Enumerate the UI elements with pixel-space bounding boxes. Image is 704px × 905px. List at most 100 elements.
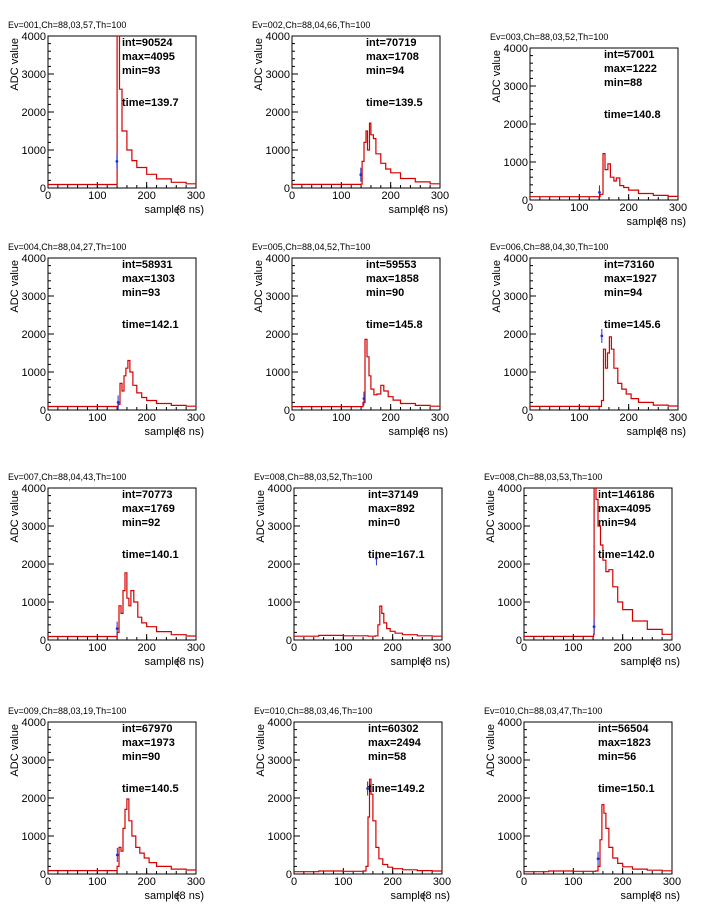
y-tick-label: 2000 — [22, 559, 46, 571]
y-axis-label: ADC value — [9, 724, 21, 777]
y-tick-label: 2000 — [22, 793, 46, 805]
time-marker-point — [600, 334, 604, 338]
x-axis-unit: (8 ns) — [422, 656, 450, 668]
waveform-plot: Ev=010,Ch=88,03,47,Th=1000 100 200 30001000… — [484, 706, 681, 902]
x-tick-label: 100 — [332, 412, 350, 424]
waveform-plot: Ev=003,Ch=88,03,52,Th=1000 100 200 30001000… — [490, 32, 687, 228]
stat-time: time=139.5 — [366, 97, 423, 109]
panel-title: Ev=008,Ch=88,03,52,Th=100 — [254, 472, 372, 482]
waveform-plot: Ev=005,Ch=88,04,52,Th=1000 100 200 30001000… — [252, 242, 449, 438]
waveform-line — [48, 572, 197, 638]
y-tick-label: 4000 — [268, 717, 292, 729]
x-tick-label: 0 — [291, 876, 297, 888]
y-tick-label: 0 — [286, 869, 292, 881]
stat-integral: int=67970 — [122, 723, 172, 735]
stat-max: max=1973 — [122, 737, 175, 749]
x-tick-label: 100 — [570, 202, 588, 214]
y-tick-label: 2000 — [268, 793, 292, 805]
waveform-panel: Ev=004,Ch=88,04,27,Th=100 0 100 200 300 0 1000… — [0, 240, 226, 441]
time-marker-point — [592, 625, 596, 629]
x-tick-label: 100 — [88, 190, 106, 202]
y-axis-label: ADC value — [485, 724, 497, 777]
x-tick-label: 300 — [187, 412, 205, 424]
stat-time: time=140.8 — [604, 109, 661, 121]
y-tick-label: 3000 — [266, 69, 290, 81]
stat-time: time=145.8 — [366, 319, 423, 331]
waveform-plot: Ev=001,Ch=88,03,57,Th=1000 100 200 30001000… — [8, 20, 205, 216]
x-tick-label: 100 — [334, 642, 352, 654]
panel-title: Ev=001,Ch=88,03,57,Th=100 — [8, 20, 126, 30]
time-marker-point — [115, 160, 119, 163]
y-tick-label: 2000 — [504, 119, 528, 131]
x-axis-unit: (8 ns) — [176, 426, 204, 438]
x-tick-label: 0 — [527, 202, 533, 214]
time-marker-point — [359, 173, 363, 177]
panel-title: Ev=003,Ch=88,03,52,Th=100 — [490, 32, 608, 42]
panel-title: Ev=004,Ch=88,04,27,Th=100 — [8, 242, 126, 252]
stat-max: max=1303 — [122, 273, 175, 285]
x-axis-label: sample — [391, 890, 426, 902]
y-tick-label: 4000 — [504, 43, 528, 55]
y-tick-label: 4000 — [266, 31, 290, 43]
x-tick-label: 200 — [381, 190, 399, 202]
x-tick-label: 100 — [88, 642, 106, 654]
y-tick-label: 1000 — [268, 831, 292, 843]
y-tick-label: 4000 — [268, 483, 292, 495]
stat-min: min=90 — [122, 751, 160, 763]
x-tick-label: 100 — [570, 412, 588, 424]
waveform-panel: Ev=002,Ch=88,04,66,Th=100 0 100 200 300 0 1000… — [244, 18, 470, 219]
waveform-line — [530, 336, 679, 407]
x-tick-label: 300 — [663, 876, 681, 888]
y-tick-label: 4000 — [22, 253, 46, 265]
x-tick-label: 100 — [334, 876, 352, 888]
x-tick-label: 0 — [45, 412, 51, 424]
waveform-plot: Ev=009,Ch=88,03,19,Th=1000 100 200 30001000… — [8, 706, 205, 902]
panel-title: Ev=010,Ch=88,03,47,Th=100 — [484, 706, 602, 716]
x-tick-label: 300 — [663, 642, 681, 654]
x-tick-label: 100 — [88, 412, 106, 424]
y-tick-label: 2000 — [504, 329, 528, 341]
waveform-line — [48, 359, 197, 408]
waveform-panel: Ev=010,Ch=88,03,46,Th=100 0 100 200 300 0 1000… — [246, 704, 472, 905]
x-tick-label: 200 — [619, 412, 637, 424]
stat-max: max=4095 — [122, 51, 175, 63]
waveform-panel: Ev=003,Ch=88,03,52,Th=100 0 100 200 300 0 1000… — [482, 30, 704, 231]
x-tick-label: 300 — [433, 876, 451, 888]
stat-integral: int=60302 — [368, 723, 418, 735]
x-tick-label: 200 — [137, 412, 155, 424]
x-axis-label: sample — [389, 426, 424, 438]
x-tick-label: 200 — [613, 876, 631, 888]
stat-min: min=90 — [366, 287, 404, 299]
y-tick-label: 4000 — [498, 717, 522, 729]
stat-min: min=58 — [368, 751, 406, 763]
y-tick-label: 3000 — [498, 755, 522, 767]
y-tick-label: 1000 — [498, 831, 522, 843]
x-tick-label: 300 — [187, 642, 205, 654]
y-tick-label: 3000 — [22, 69, 46, 81]
stat-min: min=92 — [122, 517, 160, 529]
x-tick-label: 200 — [381, 412, 399, 424]
panel-title: Ev=006,Ch=88,04,30,Th=100 — [490, 242, 608, 252]
y-axis-label: ADC value — [9, 490, 21, 543]
waveform-line — [292, 122, 441, 185]
stat-time: time=140.1 — [122, 549, 179, 561]
waveform-line — [524, 487, 673, 637]
y-tick-label: 3000 — [22, 291, 46, 303]
y-tick-label: 3000 — [504, 291, 528, 303]
x-tick-label: 200 — [137, 190, 155, 202]
y-tick-label: 4000 — [22, 483, 46, 495]
y-tick-label: 4000 — [266, 253, 290, 265]
y-tick-label: 2000 — [498, 793, 522, 805]
y-tick-label: 3000 — [268, 521, 292, 533]
stat-max: max=2494 — [368, 737, 422, 749]
stat-time: time=149.2 — [368, 783, 425, 795]
x-tick-label: 300 — [669, 412, 687, 424]
x-axis-unit: (8 ns) — [422, 890, 450, 902]
waveform-line — [48, 798, 197, 872]
waveform-panel: Ev=007,Ch=88,04,43,Th=100 0 100 200 300 0 1000… — [0, 470, 226, 671]
y-tick-label: 0 — [522, 195, 528, 207]
y-tick-label: 0 — [40, 183, 46, 195]
y-tick-label: 1000 — [266, 145, 290, 157]
stat-integral: int=90524 — [122, 37, 173, 49]
panel-title: Ev=005,Ch=88,04,52,Th=100 — [252, 242, 370, 252]
